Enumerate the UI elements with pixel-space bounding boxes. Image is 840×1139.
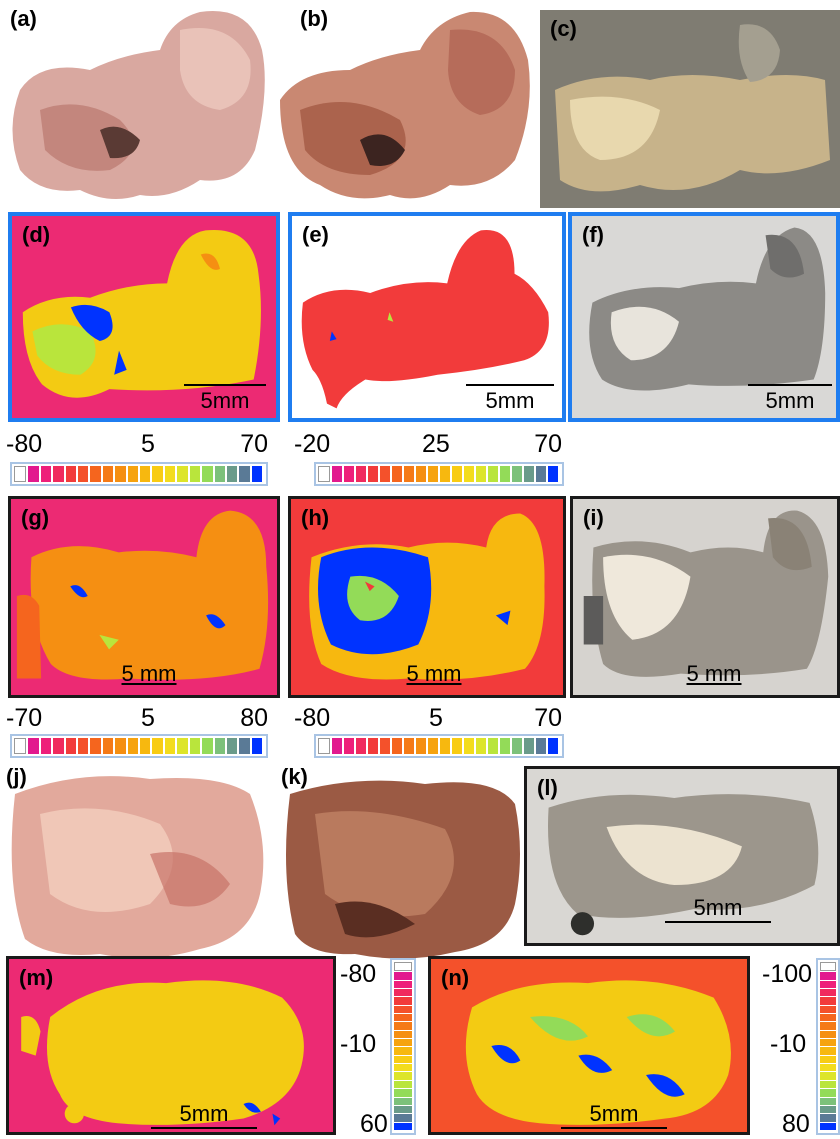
colorbar-d: -80 5 70	[6, 430, 268, 460]
scalebar-f: 5mm	[744, 384, 836, 414]
colorbar-m-strip	[390, 958, 416, 1135]
colorbar-d-mid: 5	[141, 430, 155, 458]
colorbar-e-strip	[314, 462, 564, 486]
heatmap-h	[309, 513, 545, 680]
panel-h: (h) 5 mm	[288, 496, 566, 698]
colorbar-d-min: -80	[6, 430, 43, 458]
panel-l: (l) 5mm	[524, 766, 840, 946]
heatmap-e	[301, 229, 549, 409]
scalebar-d: 5mm	[180, 384, 270, 414]
panel-n: (n) 5mm	[428, 956, 750, 1135]
colorbar-g-mid: 5	[141, 704, 155, 732]
label-b: (b)	[300, 6, 329, 31]
scalebar-m: 5mm	[149, 1101, 259, 1131]
tissue-photo-a	[12, 11, 265, 199]
label-n: (n)	[441, 965, 470, 990]
colorbar-m-top: -80	[340, 960, 377, 988]
colorbar-m-mid: -10	[340, 1030, 377, 1058]
panel-g: (g) 5 mm	[8, 496, 280, 698]
colorbar-d-max: 70	[240, 430, 268, 458]
tissue-photo-i	[583, 510, 829, 677]
label-g: (g)	[21, 505, 50, 530]
tissue-photo-c	[555, 24, 830, 192]
label-k: (k)	[281, 764, 308, 789]
tissue-photo-l	[547, 794, 819, 936]
colorbar-n-mid: -10	[770, 1030, 807, 1058]
tissue-photo-f	[589, 227, 826, 391]
colorbar-h-min: -80	[294, 704, 331, 732]
panel-j: (j)	[0, 764, 275, 964]
tissue-photo-k	[286, 780, 520, 959]
colorbar-n-strip	[816, 958, 840, 1135]
label-f: (f)	[582, 222, 604, 247]
label-j: (j)	[6, 764, 27, 789]
panel-m: (m) 5mm	[6, 956, 336, 1135]
scalebar-g: 5 mm	[121, 661, 177, 686]
colorbar-n-bottom: 80	[782, 1110, 810, 1138]
colorbar-g-strip	[10, 734, 268, 758]
label-h: (h)	[301, 505, 330, 530]
panel-i: (i) 5 mm	[570, 496, 840, 698]
heatmap-m	[21, 980, 304, 1126]
panel-f: (f) 5mm	[568, 212, 840, 422]
colorbar-g-max: 80	[240, 704, 268, 732]
panel-a: (a)	[0, 0, 275, 210]
label-l: (l)	[537, 775, 558, 800]
scalebar-l: 5mm	[663, 895, 773, 925]
colorbar-e-min: -20	[294, 430, 331, 458]
panel-k: (k)	[275, 764, 530, 964]
colorbar-g: -70 5 80	[6, 704, 268, 734]
label-i: (i)	[583, 505, 604, 530]
panel-d: (d) 5mm	[8, 212, 280, 422]
colorbar-e-mid: 25	[422, 430, 450, 458]
colorbar-g-min: -70	[6, 704, 43, 732]
colorbar-h-max: 70	[534, 704, 562, 732]
label-c: (c)	[550, 16, 577, 41]
colorbar-n-top: -100	[762, 960, 813, 988]
label-a: (a)	[10, 6, 37, 31]
colorbar-h: -80 5 70	[294, 704, 562, 734]
heatmap-g	[16, 510, 269, 680]
colorbar-e: -20 25 70	[294, 430, 562, 460]
heatmap-n	[465, 980, 731, 1125]
label-m: (m)	[19, 965, 54, 990]
colorbar-m-bottom: 60	[360, 1110, 388, 1138]
tissue-photo-j	[11, 776, 264, 958]
label-d: (d)	[22, 222, 51, 247]
panel-c: (c)	[540, 10, 840, 208]
heatmap-d	[22, 229, 261, 398]
colorbar-h-strip	[314, 734, 564, 758]
scalebar-i: 5 mm	[686, 661, 742, 686]
colorbar-d-strip	[10, 462, 268, 486]
colorbar-e-max: 70	[534, 430, 562, 458]
scalebar-h: 5 mm	[406, 661, 462, 686]
scalebar-n: 5mm	[559, 1101, 669, 1131]
panel-e: (e) 5mm	[288, 212, 566, 422]
tissue-photo-b	[280, 11, 530, 199]
label-e: (e)	[302, 222, 329, 247]
panel-b: (b)	[270, 0, 540, 210]
colorbar-h-mid: 5	[429, 704, 443, 732]
scalebar-e: 5mm	[462, 384, 558, 414]
